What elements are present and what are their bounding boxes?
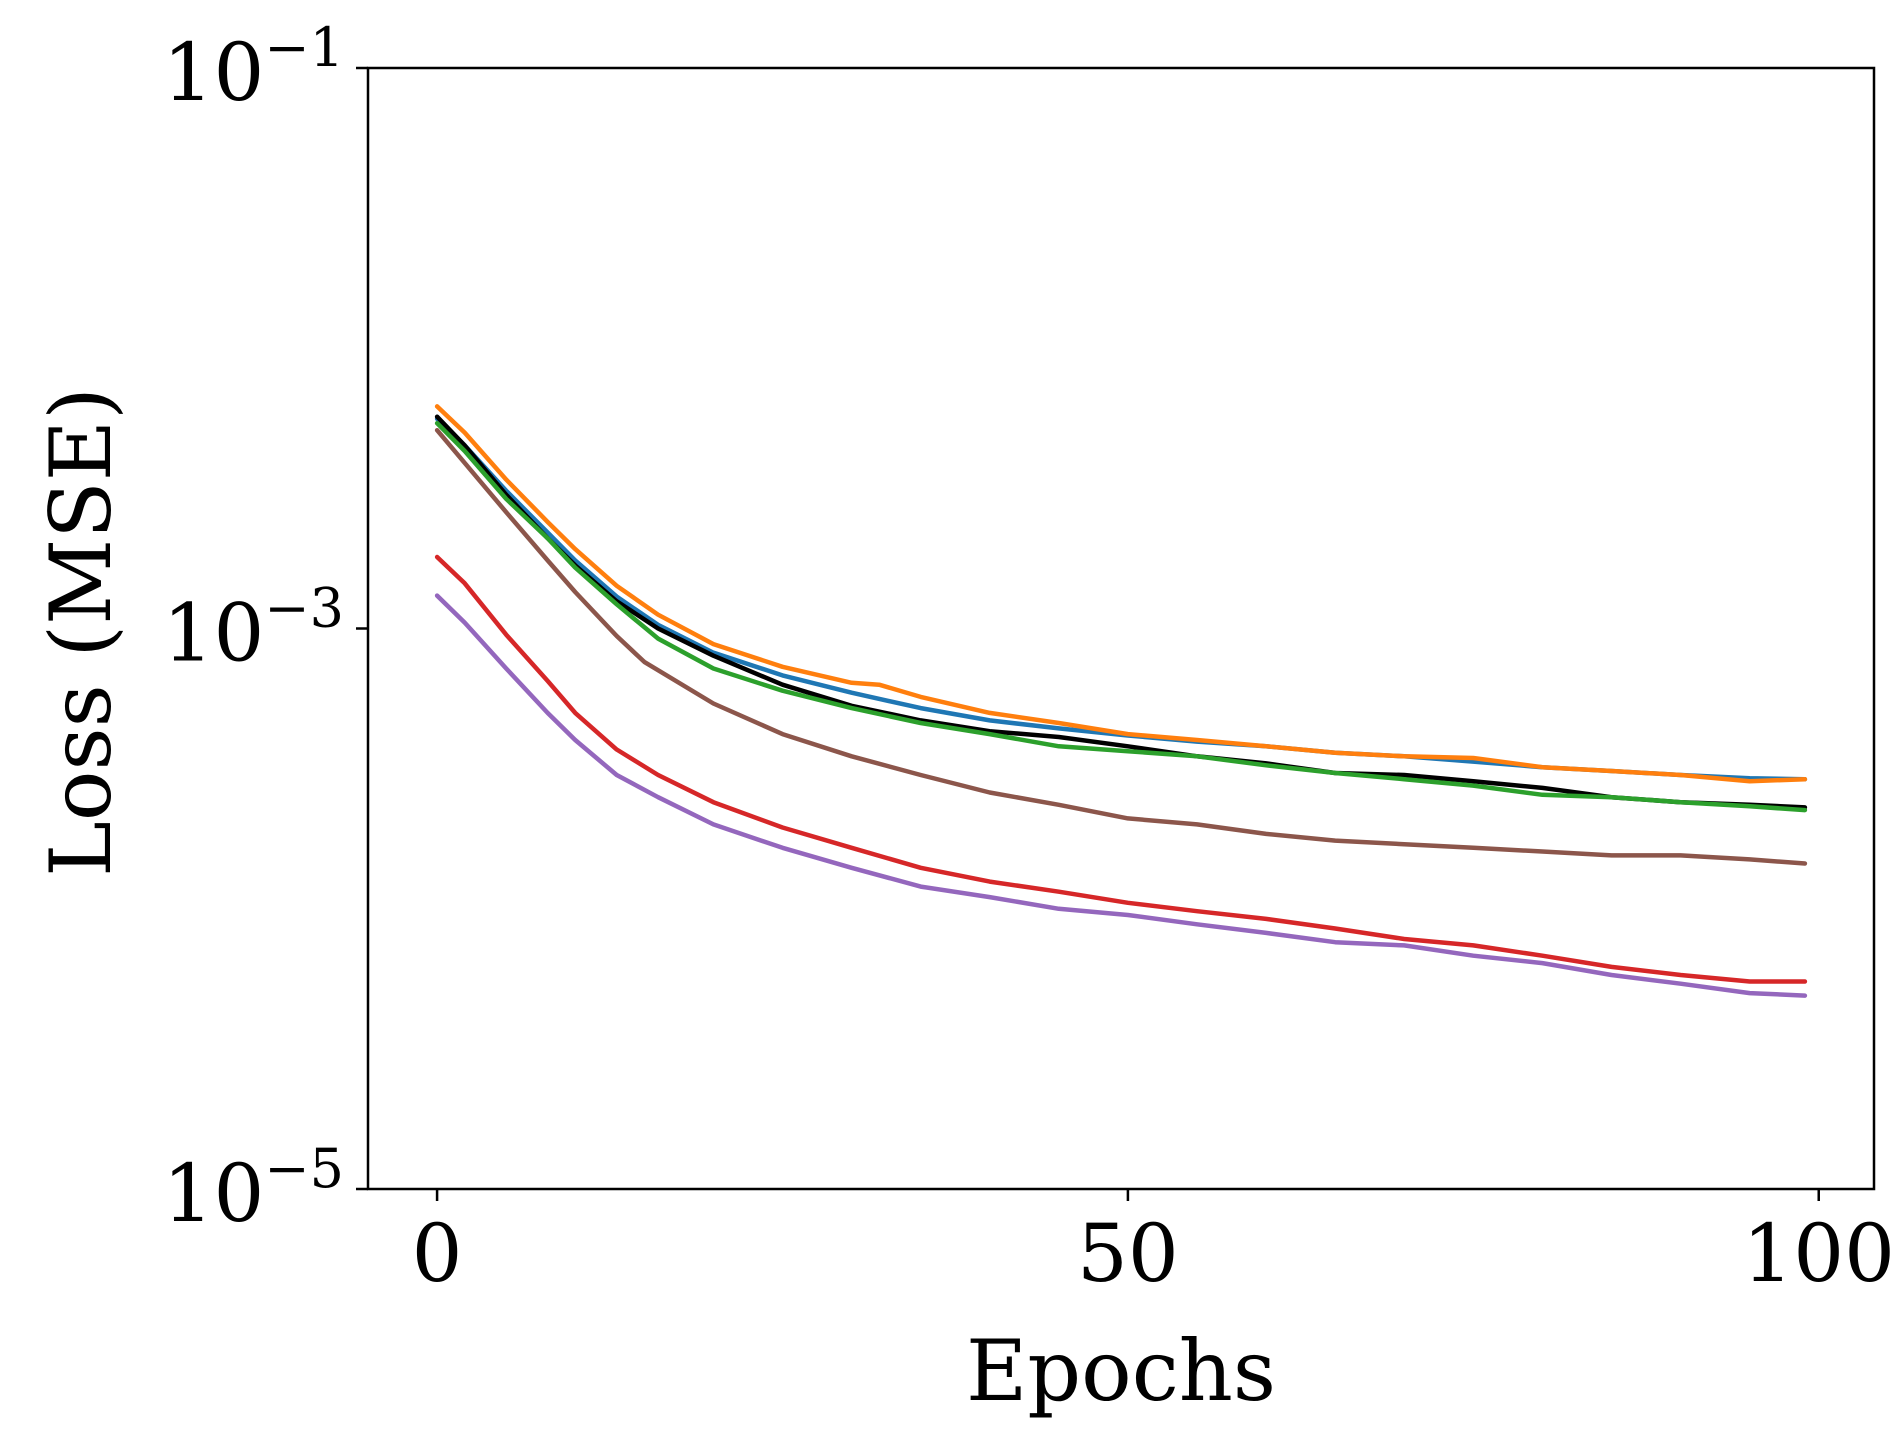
x-tick-label: 100 (1742, 1207, 1895, 1300)
series-line-brown (434, 427, 1808, 866)
ticks-layer: 0 50 100 10−1 10−3 10−5 (163, 16, 1895, 1300)
y-tick-label: 10−5 (163, 1137, 344, 1240)
series-line-red (434, 554, 1808, 984)
y-tick-label: 10−3 (163, 577, 344, 680)
x-tick-label: 50 (1077, 1207, 1179, 1300)
y-axis-label: Loss (MSE) (32, 387, 130, 877)
series-line-green (434, 420, 1808, 813)
x-axis-label: Epochs (966, 1322, 1276, 1420)
y-tick-label: 10−1 (163, 16, 344, 119)
series-layer (434, 404, 1808, 998)
series-line-purple (434, 593, 1808, 998)
x-tick-label: 0 (412, 1207, 463, 1300)
series-line-orange (434, 404, 1808, 784)
